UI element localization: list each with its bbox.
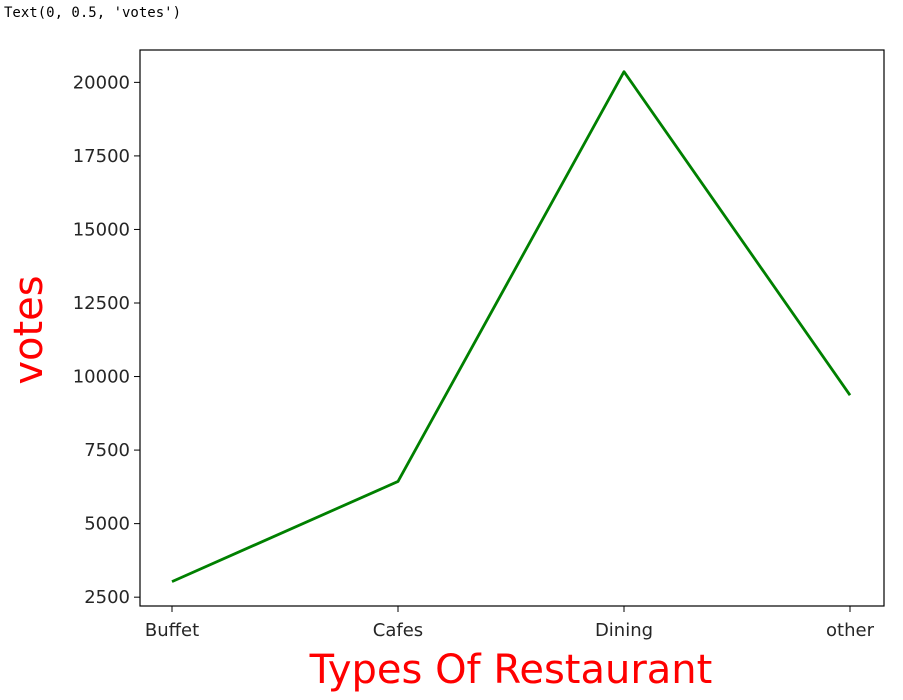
- y-axis-ticks: 2500 5000 7500 10000 12500 15000 17500 20000: [73, 72, 140, 608]
- y-tick-label: 20000: [73, 72, 130, 93]
- x-tick-label: other: [826, 620, 875, 641]
- x-axis-label: Types Of Restaurant: [309, 647, 713, 693]
- y-tick-label: 2500: [84, 587, 130, 608]
- y-tick-label: 7500: [84, 440, 130, 461]
- y-tick-label: 5000: [84, 514, 130, 535]
- plot-frame: [139, 49, 885, 607]
- y-tick-label: 17500: [73, 146, 130, 167]
- plot-area: [139, 49, 885, 607]
- x-tick-label: Dining: [595, 620, 653, 641]
- y-tick-label: 12500: [73, 293, 130, 314]
- y-tick-label: 15000: [73, 219, 130, 240]
- y-tick-label: 10000: [73, 367, 130, 388]
- cell-output-text: Text(0, 0.5, 'votes'): [4, 5, 182, 21]
- x-tick-label: Cafes: [373, 620, 423, 641]
- series-line: [171, 70, 852, 583]
- x-axis-ticks: Buffet Cafes Dining other: [145, 606, 875, 641]
- x-tick-label: Buffet: [145, 620, 199, 641]
- series-layer: [171, 70, 852, 583]
- y-axis-label: votes: [6, 275, 52, 384]
